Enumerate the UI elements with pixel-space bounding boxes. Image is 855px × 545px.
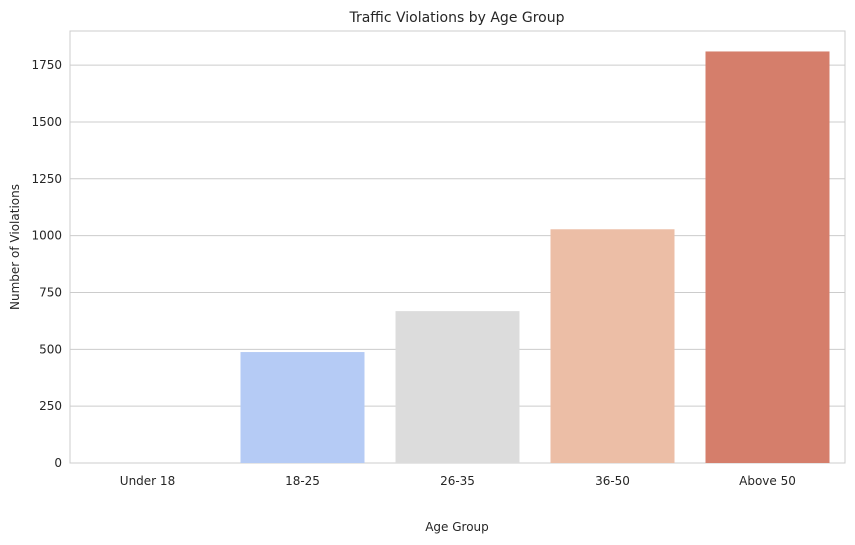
- y-tick-label: 1250: [31, 172, 62, 186]
- bar-26-35: [395, 311, 520, 463]
- bar-36-50: [550, 229, 675, 463]
- x-tick-labels: Under 18 18-25 26-35 36-50 Above 50: [120, 474, 796, 488]
- x-tick-label: 26-35: [440, 474, 475, 488]
- y-axis-label: Number of Violations: [8, 184, 22, 310]
- y-tick-label: 750: [39, 285, 62, 299]
- x-tick-label: 18-25: [285, 474, 320, 488]
- y-tick-labels: 0 250 500 750 1000 1250 1500 1750: [31, 58, 62, 470]
- x-tick-label: Under 18: [120, 474, 175, 488]
- y-tick-label: 1500: [31, 115, 62, 129]
- bars: [240, 51, 830, 463]
- y-tick-label: 0: [54, 456, 62, 470]
- x-tick-label: Above 50: [739, 474, 796, 488]
- y-tick-label: 500: [39, 342, 62, 356]
- y-tick-label: 1750: [31, 58, 62, 72]
- x-tick-label: 36-50: [595, 474, 630, 488]
- x-axis-label: Age Group: [425, 520, 489, 534]
- bar-above-50: [705, 51, 830, 463]
- bar-18-25: [240, 352, 365, 463]
- chart-title: Traffic Violations by Age Group: [348, 10, 564, 26]
- y-tick-label: 1000: [31, 229, 62, 243]
- y-tick-label: 250: [39, 399, 62, 413]
